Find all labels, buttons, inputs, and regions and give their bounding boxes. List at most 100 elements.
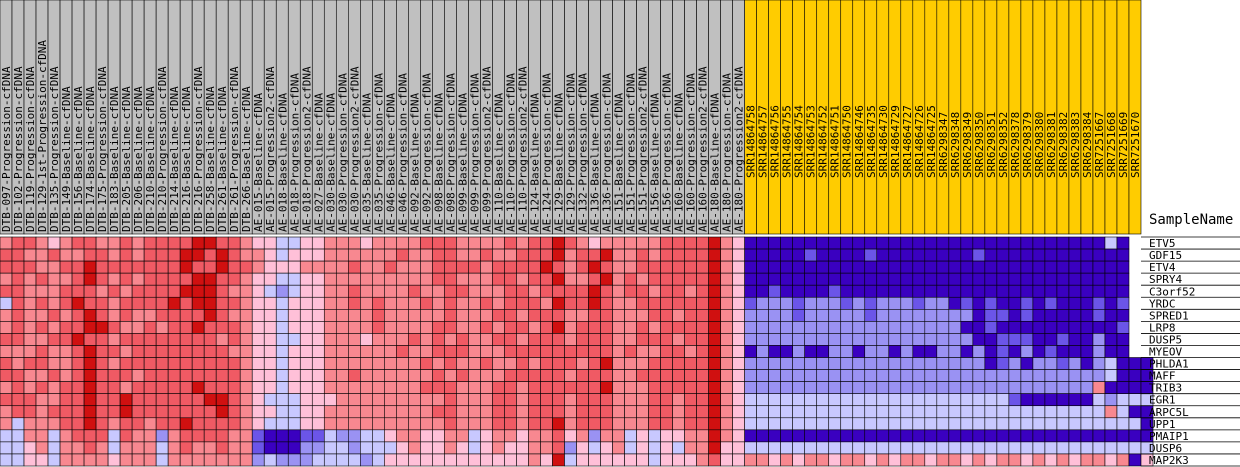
- heatmap-cell: [684, 345, 697, 358]
- heatmap-cell: [95, 393, 109, 407]
- heatmap-cell: [684, 333, 697, 346]
- heatmap-cell: [143, 272, 157, 286]
- heatmap-cell: [59, 381, 73, 394]
- heatmap-cell: [804, 272, 818, 286]
- heatmap-cell: [444, 405, 457, 419]
- heatmap-cell: [335, 321, 349, 334]
- heatmap-cell: [191, 405, 205, 419]
- heatmap-cell: [1032, 333, 1046, 346]
- heatmap-cell: [107, 429, 121, 443]
- heatmap-cell: [83, 369, 97, 382]
- heatmap-cell: [35, 284, 49, 298]
- heatmap-cell: [876, 441, 890, 455]
- heatmap-cell: [227, 381, 241, 394]
- heatmap-cell: [996, 453, 1010, 467]
- column-label: AE-035-Baseline-cfDNA: [360, 93, 373, 232]
- heatmap-cell: [960, 429, 974, 443]
- heatmap-cell: [768, 284, 781, 298]
- heatmap-cell: [1092, 357, 1106, 370]
- heatmap-cell: [191, 417, 205, 431]
- heatmap-cell: [35, 357, 49, 370]
- heatmap-cell: [888, 309, 902, 322]
- heatmap-cell: [636, 248, 649, 262]
- heatmap-cell: [528, 405, 541, 419]
- heatmap-cell: [1080, 417, 1094, 431]
- heatmap-cell: [960, 405, 974, 419]
- heatmap-cell: [11, 333, 25, 346]
- heatmap-cell: [888, 296, 902, 310]
- heatmap-cell: [107, 248, 121, 262]
- heatmap-cell: [1116, 417, 1130, 431]
- heatmap-cell: [912, 393, 926, 407]
- heatmap-cell: [167, 393, 181, 407]
- heatmap-cell: [540, 309, 553, 322]
- heatmap-cell: [179, 357, 193, 370]
- heatmap-cell: [528, 236, 541, 250]
- heatmap-cell: [203, 453, 217, 467]
- column-label: DTB-097-Progression-cfDNA: [0, 66, 13, 232]
- column-label: DTB-261-Baseline-cfDNA: [216, 86, 229, 232]
- heatmap-cell: [600, 405, 613, 419]
- heatmap-cell: [612, 405, 625, 419]
- heatmap-cell: [564, 441, 577, 455]
- heatmap-cell: [972, 260, 986, 274]
- heatmap-cell: [624, 429, 637, 443]
- heatmap-cell: [1020, 393, 1034, 407]
- heatmap-cell: [588, 345, 601, 358]
- heatmap-cell: [900, 357, 914, 370]
- heatmap-cell: [444, 453, 457, 467]
- heatmap-cell: [972, 248, 986, 262]
- heatmap-cell: [1116, 453, 1130, 467]
- heatmap-cell: [552, 321, 565, 334]
- heatmap-cell: [828, 248, 842, 262]
- heatmap-cell: [47, 441, 61, 455]
- heatmap-cell: [864, 393, 878, 407]
- heatmap-cell: [420, 345, 433, 358]
- heatmap-cell: [624, 441, 637, 455]
- heatmap-cell: [756, 284, 769, 298]
- heatmap-cell: [492, 453, 505, 467]
- heatmap-cell: [1044, 453, 1058, 467]
- heatmap-cell: [828, 260, 842, 274]
- heatmap-cell: [816, 357, 830, 370]
- heatmap-cell: [900, 284, 914, 298]
- heatmap-cell: [299, 441, 313, 455]
- heatmap-cell: [263, 296, 277, 310]
- heatmap-cell: [876, 260, 890, 274]
- heatmap-cell: [408, 417, 421, 431]
- heatmap-cell: [1080, 248, 1094, 262]
- heatmap-cell: [456, 417, 469, 431]
- heatmap-cell: [1068, 429, 1082, 443]
- heatmap-cell: [528, 381, 541, 394]
- heatmap-cell: [876, 345, 890, 358]
- heatmap-cell: [263, 236, 277, 250]
- heatmap-cell: [504, 381, 517, 394]
- heatmap-cell: [1056, 333, 1070, 346]
- heatmap-cell: [1092, 284, 1106, 298]
- heatmap-cell: [11, 260, 25, 274]
- heatmap-cell: [756, 369, 769, 382]
- heatmap-cell: [131, 345, 145, 358]
- heatmap-cell: [0, 381, 13, 394]
- heatmap-cell: [924, 441, 938, 455]
- heatmap-cell: [492, 321, 505, 334]
- heatmap-cell: [876, 453, 890, 467]
- heatmap-cell: [287, 236, 301, 250]
- heatmap-cell: [287, 248, 301, 262]
- heatmap-cell: [311, 333, 325, 346]
- heatmap-cell: [360, 345, 373, 358]
- heatmap-cell: [1044, 309, 1058, 322]
- column-label: SRR6298381: [1045, 112, 1058, 178]
- heatmap-cell: [444, 260, 457, 274]
- heatmap-cell: [323, 357, 337, 370]
- heatmap-cell: [444, 429, 457, 443]
- heatmap-cell: [900, 248, 914, 262]
- heatmap-cell: [1008, 405, 1022, 419]
- heatmap-cell: [155, 345, 169, 358]
- heatmap-cell: [528, 417, 541, 431]
- heatmap-cell: [924, 321, 938, 334]
- heatmap-cell: [348, 345, 361, 358]
- heatmap-cell: [215, 284, 229, 298]
- heatmap-cell: [1068, 284, 1082, 298]
- heatmap-cell: [708, 284, 721, 298]
